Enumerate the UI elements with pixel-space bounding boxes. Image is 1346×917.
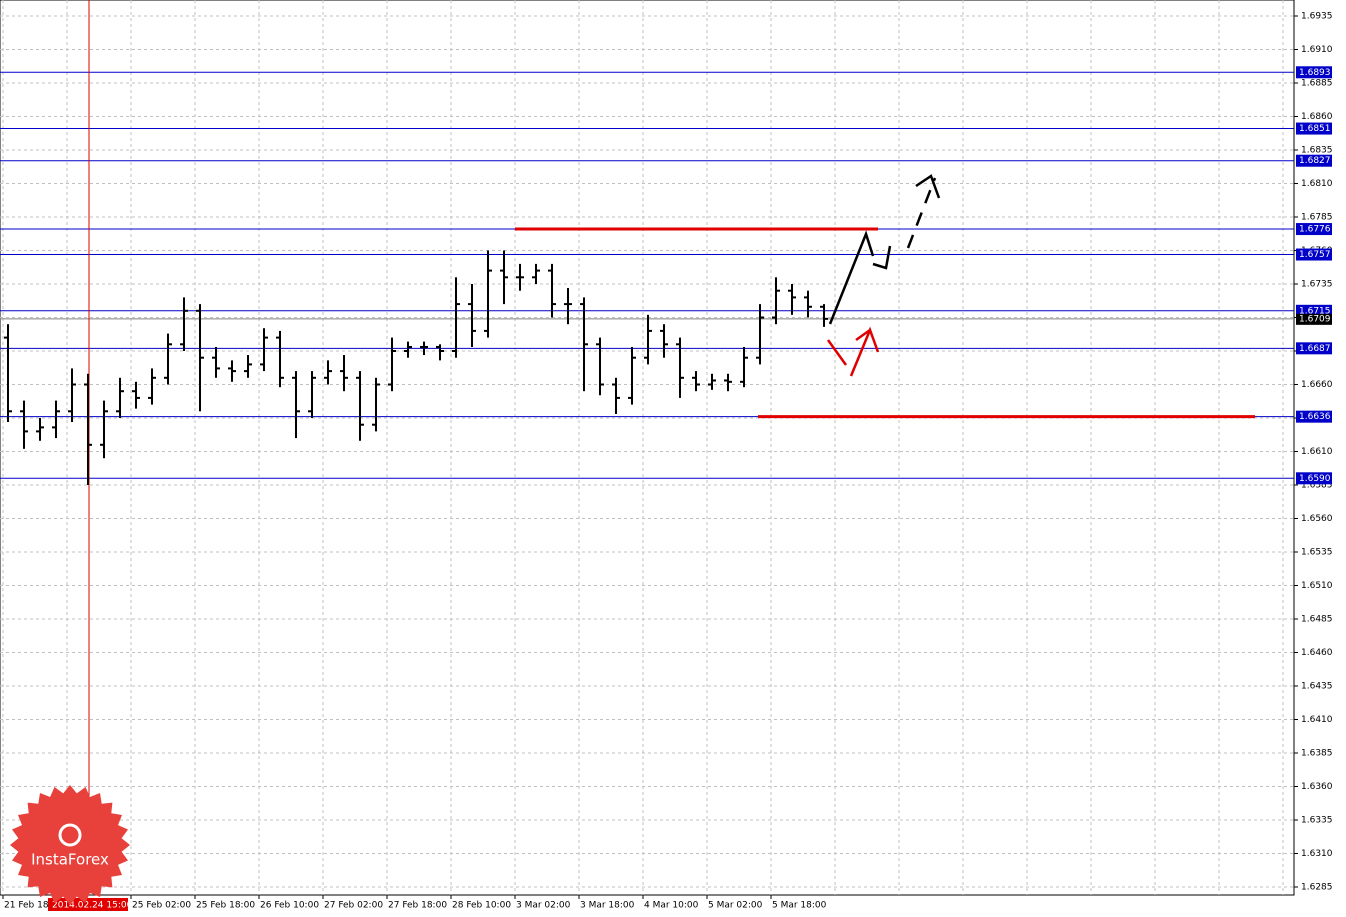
y-tick-label: 1.6660 xyxy=(1301,380,1333,390)
y-tick-label: 1.6510 xyxy=(1301,581,1333,591)
x-tick-label: 25 Feb 18:00 xyxy=(196,901,255,911)
y-tick-label: 1.6885 xyxy=(1301,79,1333,89)
level-label-bg xyxy=(1296,342,1332,355)
forecast-arrow xyxy=(872,245,892,270)
y-tick-label: 1.6285 xyxy=(1301,883,1333,893)
y-tick-label: 1.6535 xyxy=(1301,548,1333,558)
y-tick-label: 1.6410 xyxy=(1301,715,1333,725)
price-label: 1.6709 xyxy=(1299,314,1331,324)
level-label: 1.6715 xyxy=(1299,306,1331,316)
y-tick-label: 1.6610 xyxy=(1301,447,1333,457)
x-tick-label: 26 Feb 10:00 xyxy=(260,901,319,911)
level-label: 1.6827 xyxy=(1299,156,1331,166)
y-tick-label: 1.6785 xyxy=(1301,213,1333,223)
y-tick-label: 1.6810 xyxy=(1301,179,1333,189)
level-label-bg xyxy=(1296,223,1332,236)
price-label-bg xyxy=(1296,313,1332,325)
x-tick-label: 3 Mar 02:00 xyxy=(516,901,571,911)
y-tick-label: 1.6460 xyxy=(1301,648,1333,658)
level-label-bg xyxy=(1296,248,1332,261)
level-label-bg xyxy=(1296,410,1332,423)
y-tick-label: 1.6560 xyxy=(1301,514,1333,524)
level-label: 1.6590 xyxy=(1299,474,1331,484)
y-tick-label: 1.6735 xyxy=(1301,280,1333,290)
x-tick-label: 25 Feb 02:00 xyxy=(132,901,191,911)
watermark-icon xyxy=(58,823,82,847)
level-label-bg xyxy=(1296,66,1332,79)
level-label: 1.6893 xyxy=(1299,68,1331,78)
y-tick-label: 1.6860 xyxy=(1301,112,1333,122)
y-tick-label: 1.6835 xyxy=(1301,146,1333,156)
x-tick-label: 27 Feb 18:00 xyxy=(388,901,447,911)
x-tick-label: 5 Mar 18:00 xyxy=(772,901,827,911)
x-tick-label: 5 Mar 02:00 xyxy=(708,901,763,911)
level-label: 1.6776 xyxy=(1299,225,1331,235)
forecast-arrow xyxy=(828,230,875,325)
crosshair-label: 2014.02.24 15:00 xyxy=(52,901,133,911)
level-label: 1.6687 xyxy=(1299,344,1331,354)
plot-area xyxy=(0,0,1295,896)
forecast-arrow xyxy=(826,339,848,366)
forecast-arrow xyxy=(915,174,941,199)
y-tick-label: 1.6585 xyxy=(1301,481,1333,491)
y-tick-label: 1.6485 xyxy=(1301,615,1333,625)
y-tick-label: 1.6335 xyxy=(1301,816,1333,826)
y-tick-label: 1.6935 xyxy=(1301,12,1333,22)
x-tick-label: 3 Mar 18:00 xyxy=(580,901,635,911)
x-tick-label: 4 Mar 10:00 xyxy=(644,901,699,911)
y-tick-label: 1.6435 xyxy=(1301,682,1333,692)
x-tick-label: 21 Feb 18:00 xyxy=(4,901,63,911)
level-label: 1.6851 xyxy=(1299,124,1331,134)
level-label: 1.6636 xyxy=(1299,412,1331,422)
x-tick-label: 27 Feb 02:00 xyxy=(324,901,383,911)
level-label: 1.6757 xyxy=(1299,250,1331,260)
forecast-arrow xyxy=(855,328,871,342)
y-tick-label: 1.6910 xyxy=(1301,45,1333,55)
y-tick-label: 1.6385 xyxy=(1301,749,1333,759)
level-label-bg xyxy=(1296,154,1332,167)
watermark: InstaForex xyxy=(10,785,130,905)
level-label-bg xyxy=(1296,122,1332,135)
y-tick-label: 1.6310 xyxy=(1301,849,1333,859)
x-tick-label: 28 Feb 10:00 xyxy=(452,901,511,911)
y-tick-label: 1.6360 xyxy=(1301,782,1333,792)
watermark-text: InstaForex xyxy=(31,851,109,869)
level-label-bg xyxy=(1296,304,1332,317)
forecast-arrow xyxy=(906,177,937,249)
level-label-bg xyxy=(1296,472,1332,485)
